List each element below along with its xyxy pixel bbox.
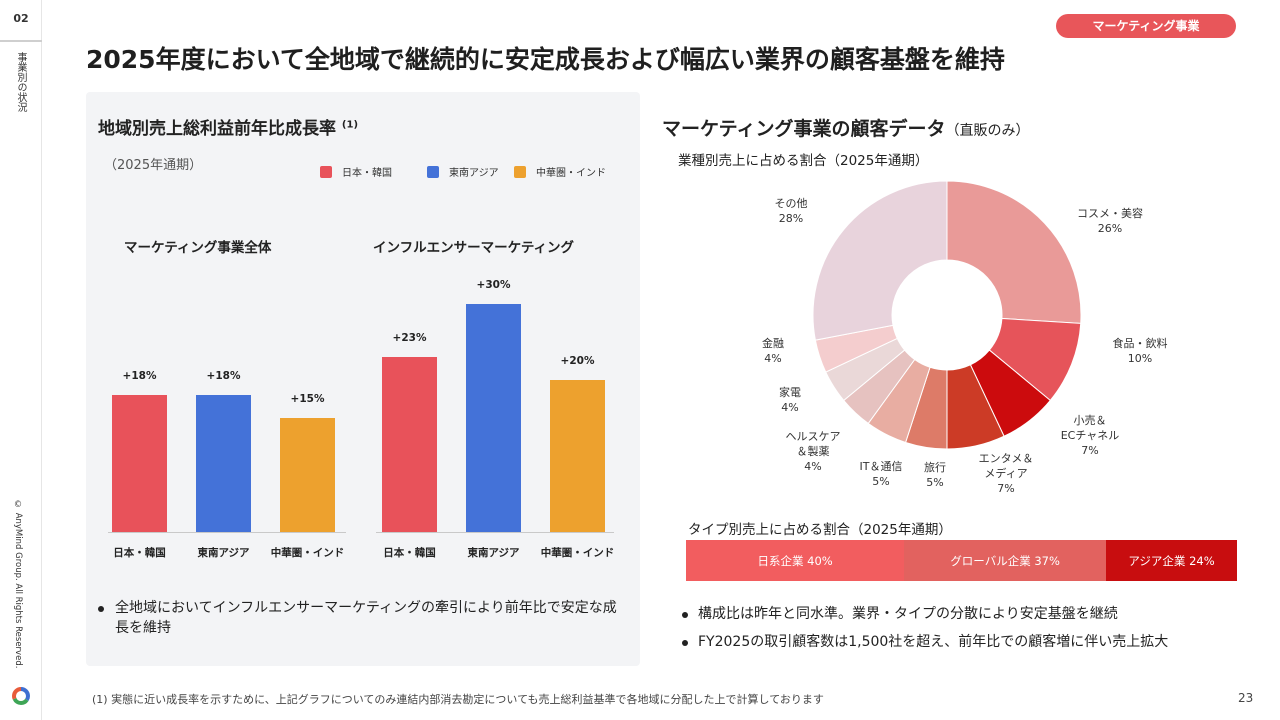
period-label: （2025年通期） <box>104 158 203 173</box>
pie-label: 食品・飲料 10% <box>1112 337 1168 365</box>
bar <box>112 395 167 532</box>
section-divider <box>0 40 42 42</box>
pie-label: 小売＆ ECチャネル 7% <box>1060 414 1120 457</box>
pie-slice <box>812 180 948 341</box>
pie-label: 家電 4% <box>779 386 801 414</box>
type-chart-title: タイプ別売上に占める割合（2025年通期） <box>688 522 952 538</box>
x-tick-label: 東南アジア <box>467 547 520 559</box>
customer-bullet: 構成比は昨年と同水準。業界・タイプの分散により安定基盤を継続 <box>682 604 1242 624</box>
bar <box>196 395 251 532</box>
section-number: 02 <box>13 12 29 25</box>
bar-value-label: +30% <box>476 279 511 291</box>
legend-item: 東南アジア <box>427 164 499 179</box>
pie-label: コスメ・美容 26% <box>1077 207 1143 235</box>
stack-segment-japanese: 日系企業 40% <box>686 540 905 581</box>
section-rail: 02 事業別の状況 © AnyMind Group. All Rights Re… <box>0 0 42 720</box>
bar-value-label: +18% <box>122 370 157 383</box>
stack-segment-asian: アジア企業 24% <box>1106 540 1237 581</box>
legend-item: 中華圏・インド <box>514 164 606 179</box>
copyright: © AnyMind Group. All Rights Reserved. <box>13 500 23 669</box>
bullet-dot <box>98 606 104 612</box>
bar-value-label: +23% <box>392 332 427 345</box>
growth-panel <box>86 92 640 666</box>
bar <box>382 357 437 532</box>
legend-swatch <box>427 165 439 178</box>
x-tick-label: 日本・韓国 <box>113 547 166 559</box>
x-axis-overall <box>108 532 346 533</box>
stack-segment-global: グローバル企業 37% <box>904 540 1107 581</box>
bullet-dot <box>682 612 688 618</box>
title-footnote-ref: (1) <box>341 119 359 131</box>
legend-swatch <box>514 165 526 178</box>
x-tick-label: 東南アジア <box>197 547 250 559</box>
chart-title-overall: マーケティング事業全体 <box>124 240 272 256</box>
bar-value-label: +20% <box>560 355 595 367</box>
chart-title-influencer: インフルエンサーマーケティング <box>373 240 575 256</box>
pie-label: 旅行 5% <box>924 461 946 489</box>
industry-chart-title: 業種別売上に占める割合（2025年通期） <box>678 153 929 169</box>
pie-label: ヘルスケア ＆製薬 4% <box>785 430 841 473</box>
footnote: (1) 実態に近い成長率を示すために、上記グラフについてのみ連結内部消去勘定につ… <box>92 693 824 706</box>
bar-value-label: +15% <box>290 393 325 405</box>
legend-swatch <box>320 165 332 178</box>
page-title: 2025年度において全地域で継続的に安定成長および幅広い業界の顧客基盤を維持 <box>86 45 1005 74</box>
bar <box>466 304 521 532</box>
pie-label: エンタメ＆ メディア 7% <box>978 452 1034 495</box>
pie-label: その他 28% <box>774 197 808 225</box>
pie-label: IT＆通信 5% <box>859 460 903 488</box>
business-tag: マーケティング事業 <box>1056 14 1236 38</box>
legend-item: 日本・韓国 <box>320 164 392 179</box>
pie-label: 金融 4% <box>762 337 784 365</box>
bar <box>550 380 605 532</box>
pie-slice <box>946 180 1082 324</box>
bar-value-label: +18% <box>206 370 241 383</box>
x-tick-label: 中華圏・インド <box>540 547 615 559</box>
bar <box>280 418 335 532</box>
growth-panel-title: 地域別売上総利益前年比成長率 (1) <box>98 119 359 139</box>
page-number: 23 <box>1238 691 1254 705</box>
industry-donut-chart <box>812 180 1082 450</box>
type-stacked-bar: 日系企業 40% グローバル企業 37% アジア企業 24% <box>686 540 1237 581</box>
x-tick-label: 中華圏・インド <box>270 547 345 559</box>
x-tick-label: 日本・韓国 <box>383 547 436 559</box>
anymind-logo-icon <box>12 687 30 705</box>
customer-data-title: マーケティング事業の顧客データ（直販のみ） <box>662 118 1030 140</box>
growth-bullet: 全地域においてインフルエンサーマーケティングの牽引により前年比で安定な成長を維持 <box>98 598 628 638</box>
x-axis-influencer <box>376 532 614 533</box>
customer-bullet: FY2025の取引顧客数は1,500社を超え、前年比での顧客増に伴い売上拡大 <box>682 632 1242 652</box>
section-label: 事業別の状況 <box>15 52 26 112</box>
bullet-dot <box>682 640 688 646</box>
